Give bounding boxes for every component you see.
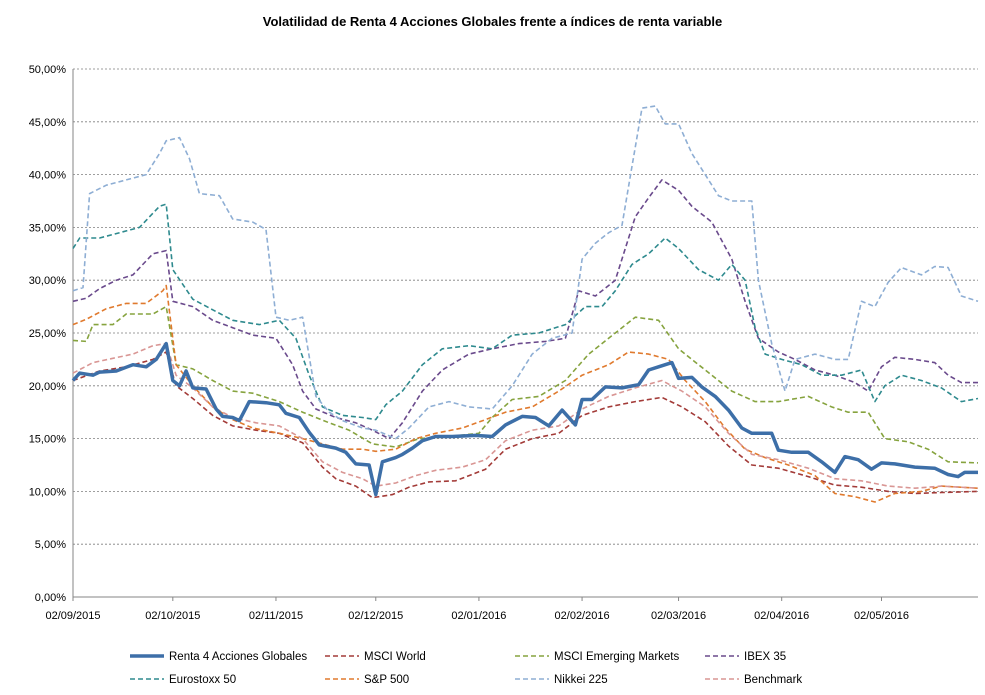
legend-label: S&P 500	[364, 674, 409, 686]
series-line-ibex-35	[72, 179, 978, 440]
legend-item: Nikkei 225	[515, 674, 608, 686]
x-tick-label: 02/09/2015	[45, 610, 100, 622]
x-tick-label: 02/10/2015	[145, 610, 200, 622]
x-tick-label: 02/03/2016	[651, 610, 706, 622]
series-line-renta-4-acciones-globales	[71, 341, 978, 497]
legend-label: IBEX 35	[744, 651, 786, 663]
legend-item: S&P 500	[325, 674, 409, 686]
series-line-eurostoxx-50	[72, 203, 979, 421]
series-line-s-p-500	[72, 284, 979, 503]
series-line-msci-world	[72, 351, 979, 499]
legend-label: Benchmark	[744, 674, 802, 686]
legend-label: Renta 4 Acciones Globales	[169, 651, 307, 663]
y-tick-label: 20,00%	[29, 381, 67, 393]
axes	[72, 69, 978, 598]
series-lines	[71, 105, 979, 503]
y-tick-label: 25,00%	[29, 328, 67, 340]
y-tick-label: 35,00%	[29, 222, 67, 234]
x-tick-label: 02/12/2015	[348, 610, 403, 622]
chart-title: Volatilidad de Renta 4 Acciones Globales…	[262, 14, 723, 29]
legend-item: Renta 4 Acciones Globales	[130, 651, 307, 663]
y-tick-label: 50,00%	[29, 64, 67, 76]
legend-item: MSCI World	[325, 651, 426, 663]
legend-label: MSCI Emerging Markets	[554, 651, 680, 663]
series-line-nikkei-225	[72, 105, 979, 440]
x-tick-label: 02/05/2016	[854, 610, 909, 622]
y-tick-label: 10,00%	[29, 486, 67, 498]
x-tick-label: 02/11/2015	[249, 610, 303, 622]
legend-item: Eurostoxx 50	[130, 674, 236, 686]
series-line-msci-emerging-markets	[72, 305, 979, 464]
legend-label: MSCI World	[364, 651, 426, 663]
y-tick-label: 45,00%	[29, 117, 67, 129]
y-axis-ticks: 0,00% 5,00% 10,00% 15,00% 20,00% 25,00% 30,00%…	[29, 64, 67, 604]
y-tick-label: 0,00%	[35, 592, 66, 604]
gridlines	[73, 68, 978, 545]
legend-item: Benchmark	[705, 674, 802, 686]
legend-item: IBEX 35	[705, 651, 786, 663]
legend: Renta 4 Acciones Globales MSCI World MSCI …	[130, 651, 802, 686]
x-tick-label: 02/02/2016	[555, 610, 610, 622]
y-tick-label: 15,00%	[29, 434, 67, 446]
x-tick-label: 02/01/2016	[451, 610, 506, 622]
y-tick-label: 40,00%	[29, 170, 67, 182]
legend-label: Nikkei 225	[554, 674, 608, 686]
legend-item: MSCI Emerging Markets	[515, 651, 680, 663]
x-tick-label: 02/04/2016	[754, 610, 809, 622]
y-tick-label: 5,00%	[35, 539, 66, 551]
y-tick-label: 30,00%	[29, 275, 67, 287]
legend-label: Eurostoxx 50	[169, 674, 236, 686]
series-line-benchmark	[72, 342, 979, 490]
x-axis-ticks: 02/09/2015 02/10/2015 02/11/2015 02/12/2015…	[45, 597, 909, 622]
